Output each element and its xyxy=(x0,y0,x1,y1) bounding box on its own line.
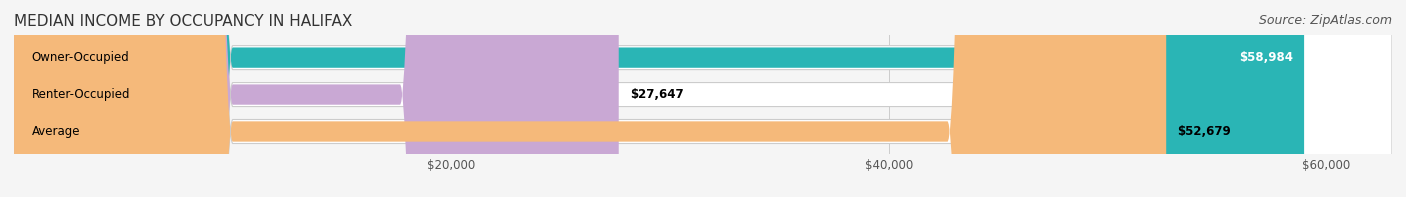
FancyBboxPatch shape xyxy=(14,0,1392,197)
Text: MEDIAN INCOME BY OCCUPANCY IN HALIFAX: MEDIAN INCOME BY OCCUPANCY IN HALIFAX xyxy=(14,14,353,29)
FancyBboxPatch shape xyxy=(14,0,1392,197)
Text: $58,984: $58,984 xyxy=(1239,51,1294,64)
Text: Renter-Occupied: Renter-Occupied xyxy=(31,88,131,101)
Text: Average: Average xyxy=(31,125,80,138)
FancyBboxPatch shape xyxy=(14,0,619,197)
FancyBboxPatch shape xyxy=(14,0,1392,197)
Text: $27,647: $27,647 xyxy=(630,88,683,101)
Text: Owner-Occupied: Owner-Occupied xyxy=(31,51,129,64)
Text: Source: ZipAtlas.com: Source: ZipAtlas.com xyxy=(1258,14,1392,27)
Text: $52,679: $52,679 xyxy=(1177,125,1230,138)
FancyBboxPatch shape xyxy=(14,0,1305,197)
FancyBboxPatch shape xyxy=(14,0,1166,197)
